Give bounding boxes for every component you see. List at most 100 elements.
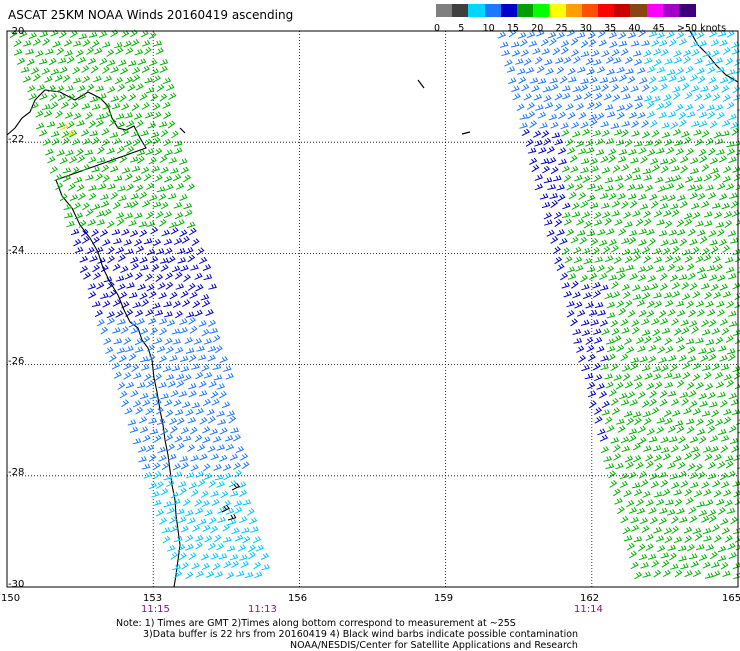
wind-barb [160, 59, 168, 65]
wind-barb [691, 121, 699, 127]
wind-barb [704, 372, 711, 379]
wind-barb [82, 236, 89, 243]
wind-barb [211, 553, 219, 559]
wind-barb [665, 500, 673, 505]
wind-barb [164, 139, 171, 146]
wind-barb [735, 302, 740, 308]
lat-label: -30 [8, 579, 24, 590]
wind-barb [724, 417, 731, 424]
wind-barb [94, 48, 101, 54]
wind-barb [120, 95, 127, 102]
wind-barb [181, 167, 188, 174]
wind-barb [697, 104, 704, 111]
wind-barb [122, 301, 129, 308]
wind-barb [625, 174, 632, 181]
wind-barb [50, 166, 57, 173]
wind-barb [102, 165, 109, 172]
wind-barb [165, 150, 173, 156]
wind-barb [102, 66, 109, 73]
wind-barb [133, 302, 141, 308]
wind-barb [113, 238, 121, 243]
wind-barb [243, 536, 250, 543]
wind-barb [717, 392, 725, 397]
wind-barb [540, 194, 548, 200]
wind-barb [133, 176, 140, 182]
wind-barb [125, 77, 132, 84]
wind-barb [566, 184, 573, 191]
wind-barb [695, 338, 703, 343]
wind-barb [718, 429, 726, 435]
wind-barb [211, 454, 219, 460]
wind-barb [709, 354, 716, 361]
wind-barb [661, 437, 669, 443]
wind-barb [618, 229, 625, 236]
wind-barb [113, 300, 120, 307]
wind-barb [679, 355, 686, 361]
wind-barb [683, 408, 691, 414]
wind-barb [561, 130, 568, 137]
wind-barb [203, 264, 210, 270]
wind-barb [690, 193, 697, 199]
wind-barb [721, 364, 729, 370]
wind-barb [209, 381, 217, 387]
wind-barb [192, 239, 199, 246]
wind-barb [661, 552, 669, 558]
wind-barb [146, 149, 154, 155]
wind-barb [685, 536, 692, 543]
wind-barb [146, 445, 153, 452]
wind-barb [196, 284, 203, 291]
wind-barb [670, 275, 677, 282]
wind-barb [671, 516, 678, 523]
wind-barb [629, 435, 636, 442]
wind-barb [172, 266, 180, 272]
wind-barb [211, 391, 218, 398]
wind-barb [722, 571, 730, 577]
wind-barb [226, 444, 234, 450]
wind-barb [148, 318, 155, 324]
wind-barb [105, 347, 112, 354]
wind-barb [631, 86, 639, 92]
wind-barb [165, 434, 172, 441]
wind-barb [149, 418, 157, 423]
wind-barb [688, 31, 696, 36]
wind-barb [677, 32, 684, 39]
wind-barb [154, 471, 161, 478]
wind-barb [571, 281, 578, 288]
wind-barb [717, 183, 724, 190]
wind-barb [230, 491, 238, 496]
wind-barb [128, 420, 136, 426]
wind-barb [731, 201, 738, 208]
wind-barb [678, 76, 686, 82]
wind-barb [651, 318, 658, 324]
wind-barb [693, 291, 700, 298]
wind-barb [164, 311, 172, 316]
wind-barb [89, 32, 97, 37]
wind-barb [56, 111, 63, 118]
wind-barb [607, 302, 615, 308]
wind-barb [677, 310, 685, 316]
wind-barb [690, 401, 697, 408]
wind-barb [161, 130, 168, 137]
wind-barb [615, 463, 623, 469]
wind-barb [191, 464, 198, 471]
wind-barb [671, 399, 678, 405]
wind-barb [149, 483, 156, 489]
wind-barb [673, 489, 681, 495]
wind-barb [36, 123, 44, 129]
wind-barb [85, 175, 93, 181]
wind-barb [562, 93, 570, 99]
wind-barb [117, 348, 125, 354]
wind-barb [665, 536, 672, 543]
wind-barb [712, 203, 720, 208]
wind-barb [230, 554, 238, 560]
pass-time: 11:15 [141, 604, 170, 615]
wind-barb [190, 265, 198, 271]
wind-barb [657, 418, 665, 424]
wind-barb [593, 329, 601, 335]
wind-barb [673, 175, 681, 181]
wind-barb [532, 85, 539, 91]
wind-barb [643, 572, 651, 578]
wind-barb [120, 391, 127, 398]
wind-barb [600, 285, 608, 290]
wind-barb [631, 41, 639, 46]
